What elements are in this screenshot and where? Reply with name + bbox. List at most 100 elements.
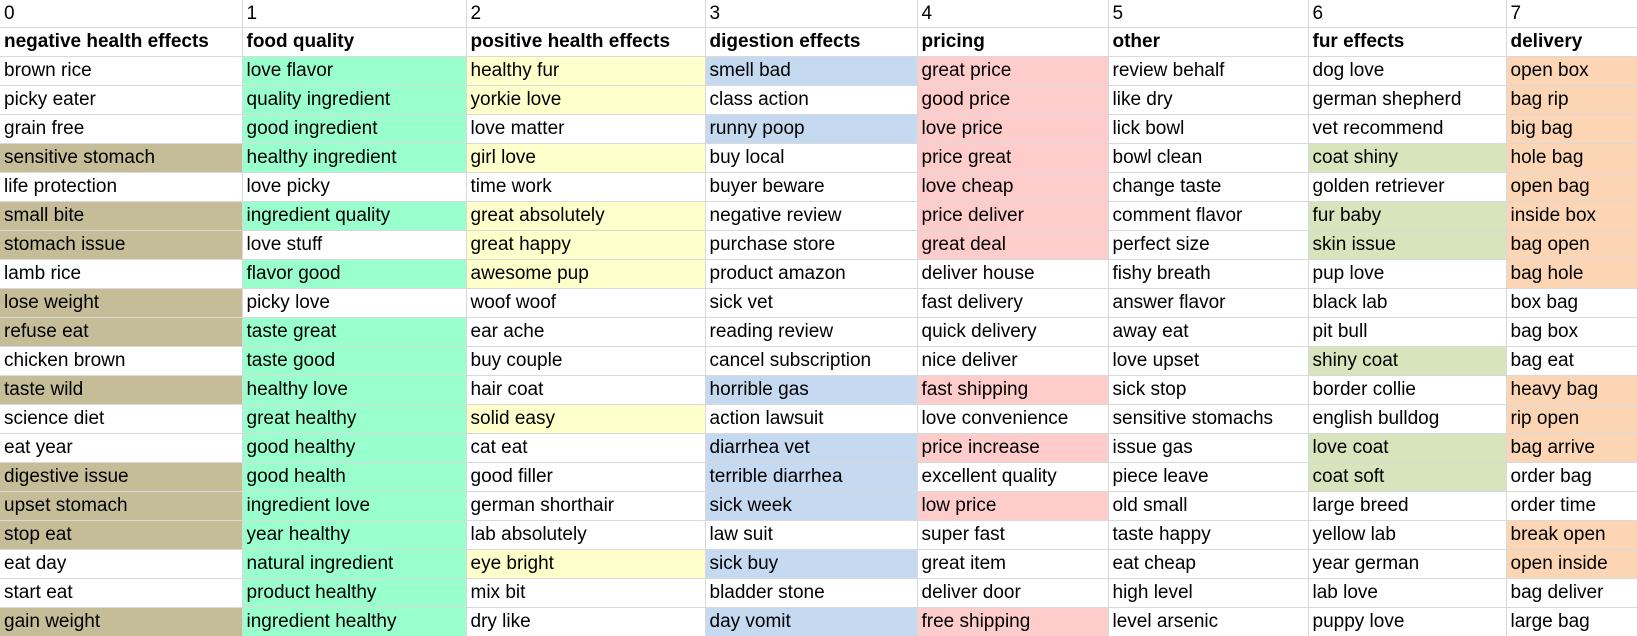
table-cell[interactable]: terrible diarrhea bbox=[705, 462, 918, 492]
table-cell[interactable]: mix bit bbox=[466, 578, 706, 608]
table-cell[interactable]: eat cheap bbox=[1108, 549, 1309, 579]
table-cell[interactable]: product healthy bbox=[242, 578, 467, 608]
table-cell[interactable]: cat eat bbox=[466, 433, 706, 463]
table-cell[interactable]: order bag bbox=[1506, 462, 1637, 492]
table-cell[interactable]: price deliver bbox=[917, 201, 1109, 231]
table-cell[interactable]: fast shipping bbox=[917, 375, 1109, 405]
table-cell[interactable]: good health bbox=[242, 462, 467, 492]
table-cell[interactable]: price great bbox=[917, 143, 1109, 173]
table-cell[interactable]: hole bag bbox=[1506, 143, 1637, 173]
table-cell[interactable]: negative review bbox=[705, 201, 918, 231]
table-cell[interactable]: great happy bbox=[466, 230, 706, 260]
table-cell[interactable]: bladder stone bbox=[705, 578, 918, 608]
table-cell[interactable]: class action bbox=[705, 85, 918, 115]
table-cell[interactable]: bag hole bbox=[1506, 259, 1637, 289]
table-cell[interactable]: hair coat bbox=[466, 375, 706, 405]
column-index-cell[interactable]: 2 bbox=[466, 0, 706, 28]
table-cell[interactable]: coat shiny bbox=[1308, 143, 1507, 173]
table-cell[interactable]: buy couple bbox=[466, 346, 706, 376]
table-cell[interactable]: deliver house bbox=[917, 259, 1109, 289]
table-cell[interactable]: lab love bbox=[1308, 578, 1507, 608]
table-cell[interactable]: upset stomach bbox=[0, 491, 243, 521]
table-cell[interactable]: perfect size bbox=[1108, 230, 1309, 260]
table-cell[interactable]: heavy bag bbox=[1506, 375, 1637, 405]
table-cell[interactable]: english bulldog bbox=[1308, 404, 1507, 434]
table-cell[interactable]: love upset bbox=[1108, 346, 1309, 376]
table-cell[interactable]: taste happy bbox=[1108, 520, 1309, 550]
table-cell[interactable]: product amazon bbox=[705, 259, 918, 289]
table-cell[interactable]: shiny coat bbox=[1308, 346, 1507, 376]
table-cell[interactable]: lab absolutely bbox=[466, 520, 706, 550]
table-cell[interactable]: fast delivery bbox=[917, 288, 1109, 318]
table-cell[interactable]: yellow lab bbox=[1308, 520, 1507, 550]
table-cell[interactable]: girl love bbox=[466, 143, 706, 173]
table-cell[interactable]: bag rip bbox=[1506, 85, 1637, 115]
table-cell[interactable]: reading review bbox=[705, 317, 918, 347]
table-cell[interactable]: law suit bbox=[705, 520, 918, 550]
column-index-cell[interactable]: 3 bbox=[705, 0, 918, 28]
column-header-cell[interactable]: delivery bbox=[1506, 27, 1637, 57]
table-cell[interactable]: lamb rice bbox=[0, 259, 243, 289]
table-cell[interactable]: answer flavor bbox=[1108, 288, 1309, 318]
table-cell[interactable]: great healthy bbox=[242, 404, 467, 434]
table-cell[interactable]: pit bull bbox=[1308, 317, 1507, 347]
table-cell[interactable]: away eat bbox=[1108, 317, 1309, 347]
table-cell[interactable]: eat day bbox=[0, 549, 243, 579]
table-cell[interactable]: natural ingredient bbox=[242, 549, 467, 579]
table-cell[interactable]: day vomit bbox=[705, 607, 918, 636]
table-cell[interactable]: smell bad bbox=[705, 56, 918, 86]
table-cell[interactable]: black lab bbox=[1308, 288, 1507, 318]
table-cell[interactable]: fishy breath bbox=[1108, 259, 1309, 289]
table-cell[interactable]: large bag bbox=[1506, 607, 1637, 636]
table-cell[interactable]: sick stop bbox=[1108, 375, 1309, 405]
table-cell[interactable]: runny poop bbox=[705, 114, 918, 144]
table-cell[interactable]: ingredient love bbox=[242, 491, 467, 521]
table-cell[interactable]: healthy love bbox=[242, 375, 467, 405]
table-cell[interactable]: skin issue bbox=[1308, 230, 1507, 260]
table-cell[interactable]: lick bowl bbox=[1108, 114, 1309, 144]
table-cell[interactable]: sensitive stomachs bbox=[1108, 404, 1309, 434]
column-header-cell[interactable]: digestion effects bbox=[705, 27, 918, 57]
table-cell[interactable]: super fast bbox=[917, 520, 1109, 550]
table-cell[interactable]: picky love bbox=[242, 288, 467, 318]
table-cell[interactable]: chicken brown bbox=[0, 346, 243, 376]
table-cell[interactable]: taste great bbox=[242, 317, 467, 347]
table-cell[interactable]: bag deliver bbox=[1506, 578, 1637, 608]
table-cell[interactable]: review behalf bbox=[1108, 56, 1309, 86]
table-cell[interactable]: free shipping bbox=[917, 607, 1109, 636]
table-cell[interactable]: good healthy bbox=[242, 433, 467, 463]
table-cell[interactable]: great absolutely bbox=[466, 201, 706, 231]
column-header-cell[interactable]: positive health effects bbox=[466, 27, 706, 57]
table-cell[interactable]: bag eat bbox=[1506, 346, 1637, 376]
column-index-cell[interactable]: 4 bbox=[917, 0, 1109, 28]
table-cell[interactable]: level arsenic bbox=[1108, 607, 1309, 636]
table-cell[interactable]: love coat bbox=[1308, 433, 1507, 463]
table-cell[interactable]: diarrhea vet bbox=[705, 433, 918, 463]
table-cell[interactable]: like dry bbox=[1108, 85, 1309, 115]
table-cell[interactable]: sick vet bbox=[705, 288, 918, 318]
table-cell[interactable]: small bite bbox=[0, 201, 243, 231]
column-index-cell[interactable]: 5 bbox=[1108, 0, 1309, 28]
column-header-cell[interactable]: fur effects bbox=[1308, 27, 1507, 57]
table-cell[interactable]: issue gas bbox=[1108, 433, 1309, 463]
column-header-cell[interactable]: pricing bbox=[917, 27, 1109, 57]
table-cell[interactable]: high level bbox=[1108, 578, 1309, 608]
table-cell[interactable]: great deal bbox=[917, 230, 1109, 260]
column-header-cell[interactable]: other bbox=[1108, 27, 1309, 57]
table-cell[interactable]: purchase store bbox=[705, 230, 918, 260]
table-cell[interactable]: sick week bbox=[705, 491, 918, 521]
table-cell[interactable]: cancel subscription bbox=[705, 346, 918, 376]
table-cell[interactable]: love stuff bbox=[242, 230, 467, 260]
table-cell[interactable]: bag open bbox=[1506, 230, 1637, 260]
table-cell[interactable]: large breed bbox=[1308, 491, 1507, 521]
table-cell[interactable]: good filler bbox=[466, 462, 706, 492]
table-cell[interactable]: lose weight bbox=[0, 288, 243, 318]
table-cell[interactable]: time work bbox=[466, 172, 706, 202]
table-cell[interactable]: love convenience bbox=[917, 404, 1109, 434]
column-index-cell[interactable]: 6 bbox=[1308, 0, 1507, 28]
table-cell[interactable]: ingredient healthy bbox=[242, 607, 467, 636]
table-cell[interactable]: price increase bbox=[917, 433, 1109, 463]
table-cell[interactable]: science diet bbox=[0, 404, 243, 434]
table-cell[interactable]: brown rice bbox=[0, 56, 243, 86]
table-cell[interactable]: eye bright bbox=[466, 549, 706, 579]
